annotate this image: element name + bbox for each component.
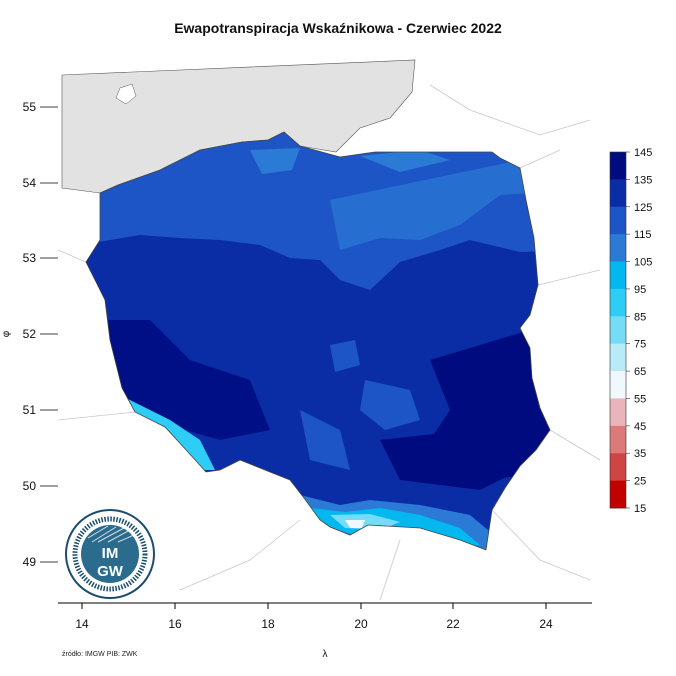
poland-field — [86, 132, 550, 550]
y-tick-54: 54 — [23, 176, 37, 190]
x-axis-label: λ — [323, 649, 328, 660]
x-tick-16: 16 — [168, 617, 182, 631]
legend-swatch-125 — [610, 206, 626, 235]
legend-frame — [609, 151, 627, 509]
legend-label-35: 35 — [634, 448, 646, 460]
y-axis-label: φ — [1, 330, 12, 337]
y-tick-55: 55 — [23, 100, 37, 114]
x-tick-22: 22 — [446, 617, 460, 631]
legend-label-25: 25 — [634, 476, 646, 488]
legend-label-115: 115 — [634, 229, 652, 241]
x-tick-14: 14 — [75, 617, 89, 631]
legend-swatch-145 — [610, 152, 626, 180]
x-axis: 14 16 18 20 22 24 λ — [58, 602, 592, 660]
map-title: Ewapotranspiracja Wskaźnikowa - Czerwiec… — [174, 20, 502, 36]
legend-swatch-115 — [610, 234, 626, 262]
color-legend: 145 135 125 115 105 95 85 75 65 55 45 35 25 15 — [609, 147, 652, 515]
imgw-logo: IM GW — [65, 509, 155, 599]
legend-swatch-65 — [610, 371, 626, 399]
x-tick-20: 20 — [354, 617, 368, 631]
y-tick-52: 52 — [23, 327, 37, 341]
source-note: źródło: IMGW PIB: ZWK — [62, 651, 138, 658]
logo-text-bottom: GW — [97, 563, 124, 580]
legend-swatch-105 — [610, 261, 626, 290]
legend-swatch-45 — [610, 425, 626, 454]
legend-label-95: 95 — [634, 284, 646, 296]
y-tick-49: 49 — [23, 555, 37, 569]
legend-label-125: 125 — [634, 202, 652, 214]
legend-label-75: 75 — [634, 339, 646, 351]
legend-label-105: 105 — [634, 257, 652, 269]
legend-swatch-135 — [610, 179, 626, 208]
y-tick-50: 50 — [23, 479, 37, 493]
legend-swatch-75 — [610, 343, 626, 372]
y-axis: 49 50 51 52 53 54 55 φ — [1, 100, 58, 569]
bornholm-island — [115, 83, 137, 105]
legend-swatch-25 — [610, 480, 626, 509]
x-tick-24: 24 — [539, 617, 553, 631]
legend-label-55: 55 — [634, 393, 646, 405]
legend-label-45: 45 — [634, 421, 646, 433]
logo-text-top: IM — [102, 545, 119, 562]
legend-label-65: 65 — [634, 366, 646, 378]
x-tick-18: 18 — [261, 617, 275, 631]
legend-label-85: 85 — [634, 311, 646, 323]
legend-label-135: 135 — [634, 174, 652, 186]
legend-swatch-55 — [610, 398, 626, 427]
sea-area — [61, 59, 416, 194]
y-tick-53: 53 — [23, 251, 37, 265]
legend-swatch-95 — [610, 288, 626, 317]
legend-label-145: 145 — [634, 147, 652, 159]
neighbour-borders — [57, 84, 601, 601]
y-tick-51: 51 — [23, 403, 37, 417]
legend-swatch-85 — [610, 316, 626, 345]
legend-label-15: 15 — [634, 503, 646, 515]
legend-swatch-35 — [610, 453, 626, 482]
